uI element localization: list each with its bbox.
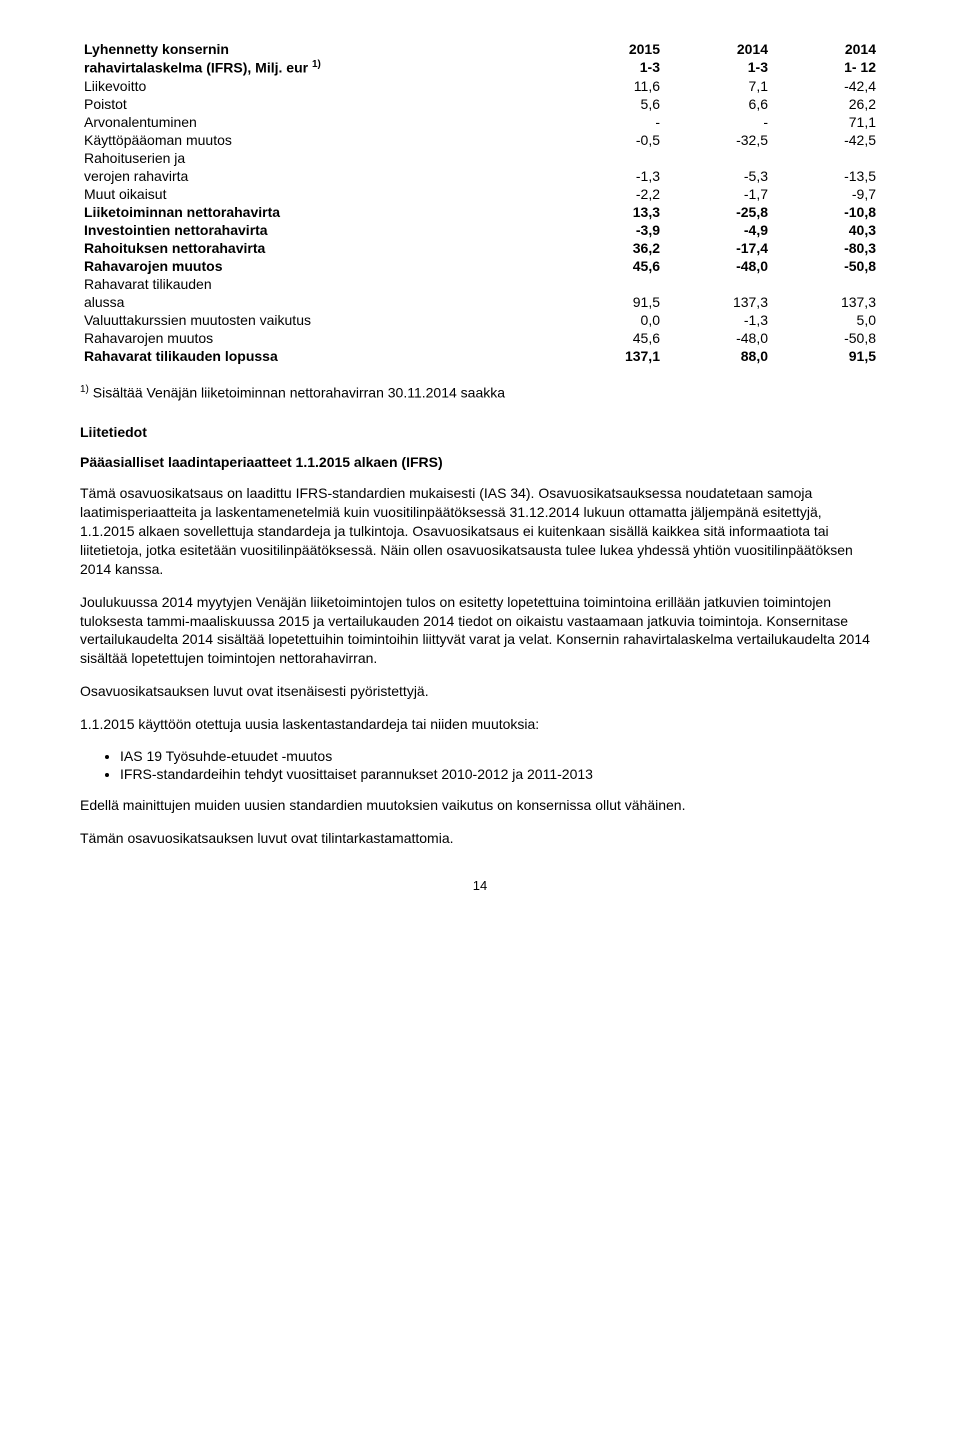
table-row: Arvonalentuminen - - 71,1 — [80, 113, 880, 131]
col-period-1: 1-3 — [556, 58, 664, 77]
table-row: Rahoituserien ja — [80, 149, 880, 167]
paragraph: Joulukuussa 2014 myytyjen Venäjän liiket… — [80, 593, 880, 669]
table-title-l2: rahavirtalaskelma (IFRS), Milj. eur 1) — [80, 58, 556, 77]
col-period-2: 1-3 — [664, 58, 772, 77]
table-row: alussa 91,5 137,3 137,3 — [80, 293, 880, 311]
col-year-3: 2014 — [772, 40, 880, 58]
standards-list: IAS 19 Työsuhde-etuudet -muutos IFRS-sta… — [120, 748, 880, 782]
table-row: Käyttöpääoman muutos -0,5 -32,5 -42,5 — [80, 131, 880, 149]
table-row: Valuuttakurssien muutosten vaikutus 0,0 … — [80, 311, 880, 329]
paragraph: 1.1.2015 käyttöön otettuja uusia laskent… — [80, 715, 880, 734]
cashflow-table: Lyhennetty konsernin 2015 2014 2014 raha… — [80, 40, 880, 365]
page-number: 14 — [80, 878, 880, 893]
paragraph: Osavuosikatsauksen luvut ovat itsenäises… — [80, 682, 880, 701]
paragraph: Tämä osavuosikatsaus on laadittu IFRS-st… — [80, 484, 880, 578]
table-row: Liikevoitto 11,6 7,1 -42,4 — [80, 77, 880, 95]
table-row: Rahavarat tilikauden lopussa 137,1 88,0 … — [80, 347, 880, 365]
table-row: verojen rahavirta -1,3 -5,3 -13,5 — [80, 167, 880, 185]
table-row: Investointien nettorahavirta -3,9 -4,9 4… — [80, 221, 880, 239]
table-row: Muut oikaisut -2,2 -1,7 -9,7 — [80, 185, 880, 203]
list-item: IFRS-standardeihin tehdyt vuosittaiset p… — [120, 766, 880, 782]
col-period-3: 1- 12 — [772, 58, 880, 77]
table-row: Rahavarat tilikauden — [80, 275, 880, 293]
paragraph: Edellä mainittujen muiden uusien standar… — [80, 796, 880, 815]
table-row: Rahavarojen muutos 45,6 -48,0 -50,8 — [80, 329, 880, 347]
principles-heading: Pääasialliset laadintaperiaatteet 1.1.20… — [80, 454, 880, 470]
col-year-2: 2014 — [664, 40, 772, 58]
paragraph: Tämän osavuosikatsauksen luvut ovat tili… — [80, 829, 880, 848]
list-item: IAS 19 Työsuhde-etuudet -muutos — [120, 748, 880, 764]
table-row: Rahoituksen nettorahavirta 36,2 -17,4 -8… — [80, 239, 880, 257]
table-row: Liiketoiminnan nettorahavirta 13,3 -25,8… — [80, 203, 880, 221]
col-year-1: 2015 — [556, 40, 664, 58]
table-row: Poistot 5,6 6,6 26,2 — [80, 95, 880, 113]
table-title-l1: Lyhennetty konsernin — [80, 40, 556, 58]
table-row: Rahavarojen muutos 45,6 -48,0 -50,8 — [80, 257, 880, 275]
table-footnote: 1) Sisältää Venäjän liiketoiminnan netto… — [80, 383, 880, 403]
liitetiedot-heading: Liitetiedot — [80, 424, 880, 440]
